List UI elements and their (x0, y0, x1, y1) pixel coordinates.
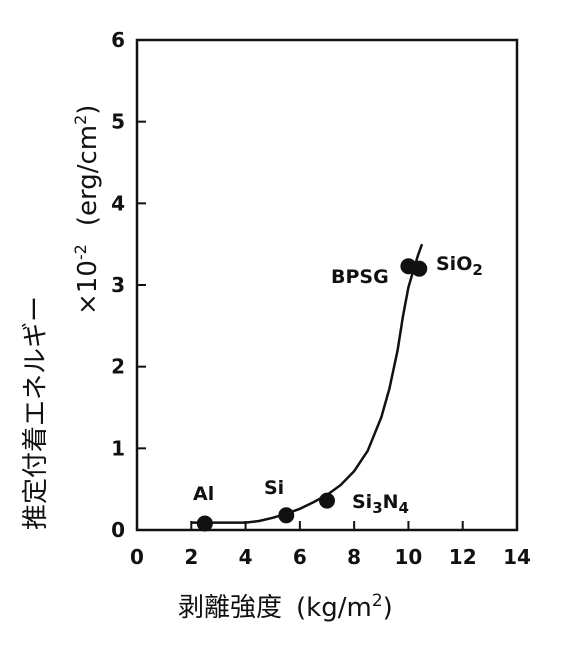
x-tick-label: 6 (293, 545, 307, 569)
y-axis-ticks: 0 1 2 3 4 5 6 (111, 28, 146, 542)
point-label-si3n4-sub3: 3 (372, 499, 382, 517)
y-axis-label-unit: ×10-2 (erg/cm2) (71, 105, 103, 315)
x-tick-label: 12 (449, 545, 477, 569)
x-axis-label-unit-close: ) (383, 593, 393, 623)
point-label-al: Al (193, 483, 214, 505)
x-axis-label-text: 剥離強度 (178, 593, 282, 623)
x-tick-label: 4 (239, 545, 253, 569)
fit-curve (191, 243, 424, 524)
point-label-si3n4-si: Si (352, 491, 372, 513)
y-axis-label-unit2-close: ) (73, 105, 103, 115)
x-tick-label: 10 (395, 545, 423, 569)
point-label-si3n4-sub4: 4 (399, 499, 409, 517)
y-tick-label: 1 (111, 436, 125, 460)
x-tick-label: 0 (130, 545, 144, 569)
point-label-bpsg: BPSG (331, 266, 389, 288)
point-label-si: Si (264, 477, 284, 499)
data-point-sio2 (411, 260, 428, 277)
point-label-sio2: SiO2 (436, 253, 483, 279)
x-axis-label: 剥離強度 (kg/m2) (178, 591, 393, 623)
x-tick-label: 14 (503, 545, 531, 569)
y-axis-label-unit2-sup: 2 (71, 115, 90, 125)
y-tick-label: 3 (111, 273, 125, 297)
data-point-si3n4 (319, 492, 335, 509)
point-label-sio2-main: SiO (436, 253, 472, 275)
y-axis-label-unit2: (erg/cm (73, 125, 103, 226)
point-label-si3n4: Si3N4 (352, 491, 409, 517)
x-axis-label-unit-sup: 2 (372, 591, 383, 611)
y-tick-label: 5 (111, 110, 125, 134)
point-label-si3n4-n: N (383, 491, 399, 513)
y-axis-label: 推定付着エネルギー (21, 296, 51, 530)
x-axis-ticks: 0 2 4 6 8 10 12 14 (130, 521, 531, 569)
y-tick-label: 0 (111, 518, 125, 542)
x-tick-label: 2 (184, 545, 198, 569)
y-tick-label: 6 (111, 28, 125, 52)
y-tick-label: 4 (111, 191, 125, 215)
y-axis-label-text: 推定付着エネルギー (21, 296, 51, 530)
y-axis-label-unit-x10: ×10 (73, 260, 103, 315)
y-axis-label-unit-text: ×10-2 (erg/cm2) (71, 105, 103, 315)
plot-area-frame (135, 38, 519, 532)
y-tick-label: 2 (111, 355, 125, 379)
y-axis-label-unit-sup: -2 (71, 244, 90, 260)
data-point-si (278, 507, 295, 524)
x-axis-label-unit: (kg/m (296, 593, 372, 623)
data-point-al (196, 515, 213, 532)
x-tick-label: 8 (347, 545, 361, 569)
point-label-sio2-sub: 2 (472, 261, 482, 279)
data-points (196, 258, 428, 532)
